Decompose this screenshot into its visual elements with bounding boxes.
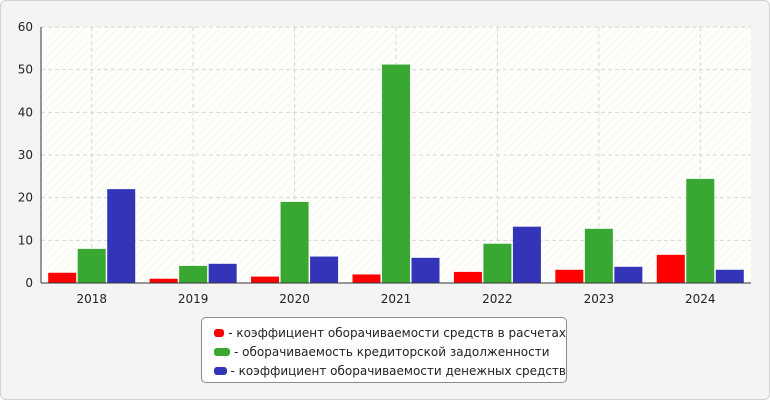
y-tick-label: 60 — [18, 20, 33, 34]
y-tick-label: 0 — [25, 276, 33, 290]
legend-swatch — [214, 347, 230, 356]
legend-item: - оборачиваемость кредиторской задолженн… — [214, 342, 566, 361]
bar-2 — [686, 178, 715, 283]
y-tick-label: 50 — [18, 63, 33, 77]
y-tick-label: 30 — [18, 148, 33, 162]
bar-chart: 0 10 20 30 40 50 60 2018 2019 2020 2021 2022 2023 202… — [18, 20, 751, 306]
bar-2 — [280, 201, 309, 283]
gridlines — [41, 26, 751, 283]
bar-3 — [512, 226, 541, 283]
bar-3 — [411, 257, 440, 283]
legend: - коэффициент оборачиваемости средств в … — [201, 317, 567, 383]
y-tick-label: 10 — [18, 233, 33, 247]
legend-label: - коэффициент оборачиваемости денежных с… — [230, 363, 567, 378]
legend-label: - коэффициент оборачиваемости средств в … — [228, 325, 566, 340]
legend-swatch — [214, 328, 225, 337]
bar-3 — [208, 263, 237, 283]
bar-3 — [614, 266, 643, 283]
x-tick-label: 2019 — [178, 292, 209, 306]
legend-label: - оборачиваемость кредиторской задолженн… — [234, 344, 550, 359]
y-tick-label: 40 — [18, 105, 33, 119]
legend-item: - коэффициент оборачиваемости денежных с… — [214, 361, 566, 380]
bar-2 — [382, 64, 410, 283]
bar-3 — [715, 269, 744, 283]
x-tick-label: 2022 — [482, 292, 513, 306]
x-tick-label: 2023 — [584, 292, 615, 306]
bar-2 — [483, 243, 512, 283]
bar-1 — [656, 254, 685, 283]
x-tick-label: 2021 — [381, 292, 412, 306]
bar-1 — [48, 272, 77, 283]
bar-1 — [555, 269, 584, 283]
bar-1 — [251, 276, 280, 283]
x-tick-label: 2020 — [279, 292, 310, 306]
x-tick-label: 2018 — [76, 292, 107, 306]
x-tick-label: 2024 — [685, 292, 716, 306]
legend-item: - коэффициент оборачиваемости средств в … — [214, 323, 566, 342]
bar-3 — [107, 189, 136, 283]
bar-1 — [453, 271, 482, 283]
bar-1 — [352, 274, 381, 283]
axes: 0 10 20 30 40 50 60 2018 2019 2020 2021 2022 2023 202… — [18, 20, 751, 306]
bar-2 — [77, 248, 106, 283]
bars — [48, 64, 744, 283]
bar-2 — [584, 228, 613, 283]
bar-3 — [310, 256, 339, 283]
bar-1 — [149, 278, 178, 283]
y-tick-label: 20 — [18, 191, 33, 205]
bar-2 — [179, 265, 208, 283]
legend-swatch — [214, 366, 227, 375]
